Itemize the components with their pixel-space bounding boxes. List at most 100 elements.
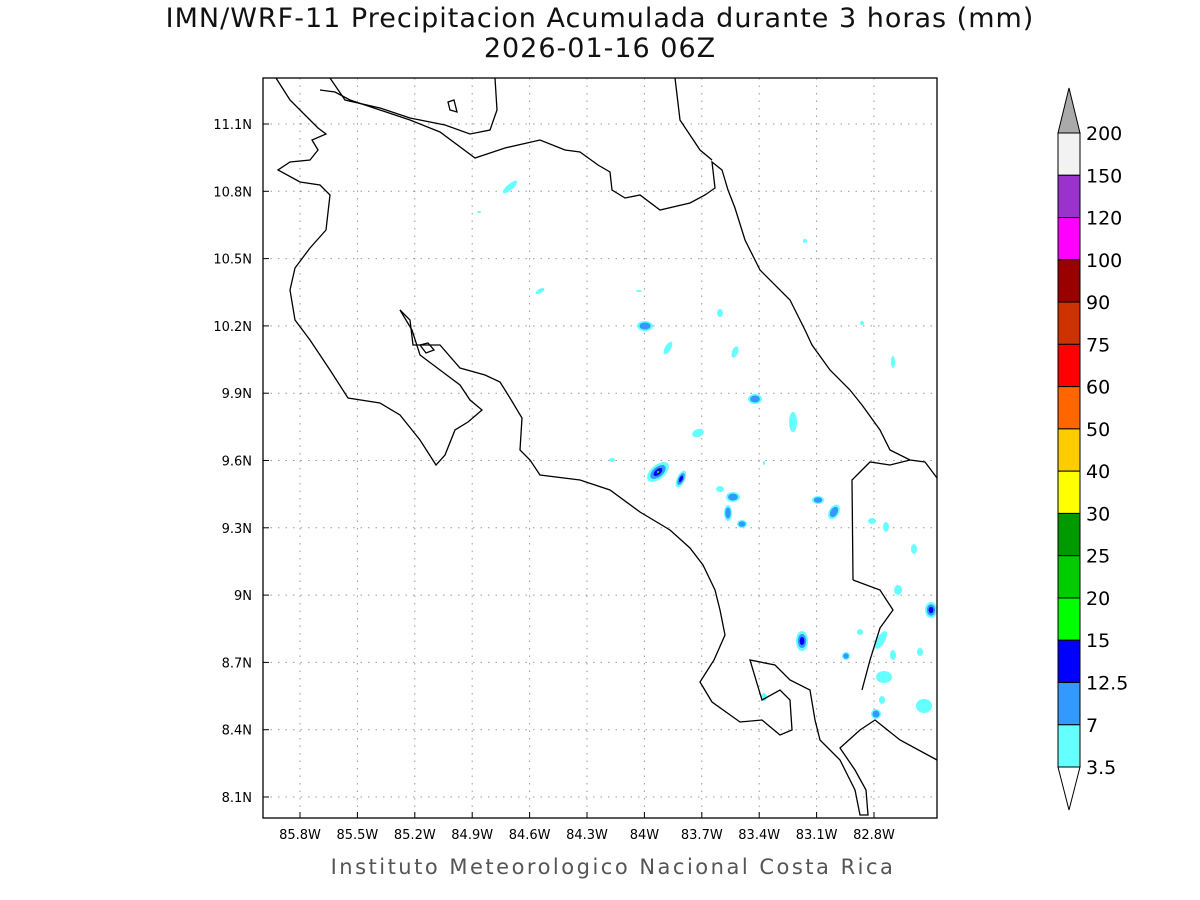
- colorbar-swatch: [1057, 386, 1081, 430]
- precip-contour-level-1: [725, 507, 731, 519]
- precip-contour-level-0: [477, 211, 481, 213]
- precip-cell: [911, 544, 917, 554]
- colorbar-swatch: [1057, 174, 1081, 219]
- precip-contour-level-0: [763, 461, 765, 465]
- nicaragua-border-caribbean-coast: [319, 89, 938, 479]
- nicoya-gulf-coast: [399, 309, 938, 816]
- precip-cell: [803, 239, 807, 243]
- colorbar: 200 150 120 100 90 75 60 50 40 30 25 20 15 12.5 7 3.5: [1057, 87, 1128, 811]
- precip-contour-level-0: [663, 341, 673, 355]
- colorbar-swatch: [1057, 597, 1081, 641]
- precip-cell: [812, 496, 824, 504]
- nicaragua-lake-shore: [329, 77, 498, 135]
- precip-cell: [876, 671, 892, 683]
- precip-cell: [717, 309, 723, 317]
- colorbar-swatch: [1057, 259, 1081, 303]
- lon-tick-label: 82.8W: [853, 828, 895, 843]
- lon-tick-label: 84W: [630, 828, 660, 843]
- map-subtitle-date: 2026-01-16 06Z: [483, 33, 717, 64]
- precip-cell: [637, 321, 653, 331]
- precip-contour-level-0: [502, 180, 518, 194]
- precip-contour-level-0: [717, 309, 723, 317]
- colorbar-under-arrow: [1057, 766, 1081, 811]
- precip-contour-level-0: [917, 648, 923, 656]
- precip-contour-level-0: [857, 629, 863, 635]
- colorbar-swatch: [1057, 132, 1081, 176]
- lake-island: [418, 342, 436, 354]
- colorbar-over-arrow: [1057, 87, 1081, 134]
- precip-contour-level-0: [868, 518, 876, 524]
- precip-cell: [716, 486, 724, 492]
- colorbar-label: 30: [1086, 503, 1110, 525]
- colorbar-label: 60: [1086, 377, 1110, 399]
- precip-contour-level-0: [609, 458, 615, 462]
- precip-contour-level-0: [535, 287, 545, 295]
- colorbar-label: 50: [1086, 419, 1110, 441]
- lat-tick-label: 9.6N: [222, 455, 252, 470]
- panama-border: [851, 459, 911, 581]
- lon-tick-label: 85.5W: [336, 828, 378, 843]
- colorbar-swatch: [1057, 301, 1081, 345]
- lat-tick-label: 10.5N: [213, 253, 252, 268]
- colorbar-label: 3.5: [1086, 757, 1116, 779]
- precip-cell: [692, 428, 704, 438]
- precip-cell: [636, 290, 642, 292]
- lon-tick-label: 83.1W: [796, 828, 838, 843]
- precip-cell: [917, 648, 923, 656]
- precip-cell: [726, 492, 740, 502]
- lon-tick-label: 83.4W: [738, 828, 780, 843]
- precip-cell: [842, 652, 850, 660]
- colorbar-swatch: [1057, 428, 1081, 472]
- axis-ticks: 85.8W 85.5W 85.2W 84.9W 84.6W 84.3W 84W 83.7W 83…: [213, 118, 895, 843]
- colorbar-label: 20: [1086, 588, 1110, 610]
- precip-contour-level-0: [883, 522, 889, 532]
- precip-contour-level-1: [738, 521, 746, 527]
- lat-tick-label: 9.9N: [222, 387, 252, 402]
- lat-tick-label: 9N: [234, 589, 252, 604]
- pacific-coast: [275, 77, 484, 467]
- precip-contour-level-0: [894, 585, 902, 595]
- precip-cell: [647, 462, 669, 482]
- precip-cell: [894, 585, 902, 595]
- precip-cell: [675, 470, 687, 488]
- precip-cell: [871, 709, 881, 719]
- colorbar-label: 25: [1086, 546, 1110, 568]
- colorbar-label: 7: [1086, 715, 1098, 737]
- colorbar-label: 90: [1086, 292, 1110, 314]
- lat-tick-label: 8.7N: [222, 656, 252, 671]
- lat-tick-label: 11.1N: [213, 118, 252, 133]
- colorbar-label: 100: [1086, 250, 1122, 272]
- precip-contour-level-1: [843, 653, 849, 659]
- precip-cell: [502, 180, 518, 194]
- precip-cell: [879, 696, 885, 704]
- colorbar-label: 120: [1086, 208, 1122, 230]
- precip-cell: [789, 412, 797, 432]
- precip-cell: [737, 520, 747, 528]
- map-title: IMN/WRF-11 Precipitacion Acumulada duran…: [165, 3, 1035, 34]
- precip-contour-level-0: [731, 346, 739, 358]
- colorbar-label: 200: [1086, 123, 1122, 145]
- lon-tick-label: 85.8W: [279, 828, 321, 843]
- precip-cell: [663, 341, 673, 355]
- precip-contour-level-0: [891, 356, 895, 368]
- precip-contour-level-2: [799, 637, 805, 645]
- lat-tick-label: 8.4N: [222, 724, 252, 739]
- lat-tick-label: 10.2N: [213, 320, 252, 335]
- precip-contour-level-0: [636, 290, 642, 292]
- panama-border-south: [852, 579, 894, 691]
- colorbar-label: 12.5: [1086, 673, 1128, 695]
- colorbar-swatch: [1057, 639, 1081, 684]
- colorbar-swatch: [1057, 682, 1081, 726]
- coastlines-borders: [275, 77, 938, 816]
- precip-cell: [796, 631, 808, 651]
- precip-contour-level-0: [879, 696, 885, 704]
- lon-tick-label: 83.7W: [681, 828, 723, 843]
- colorbar-label: 150: [1086, 165, 1122, 187]
- nicaragua-east-coast: [674, 77, 713, 161]
- precip-contour-level-0: [803, 239, 807, 243]
- precip-contour-level-1: [829, 506, 839, 518]
- precip-contour-level-1: [813, 497, 823, 503]
- lat-tick-label: 10.8N: [213, 185, 252, 200]
